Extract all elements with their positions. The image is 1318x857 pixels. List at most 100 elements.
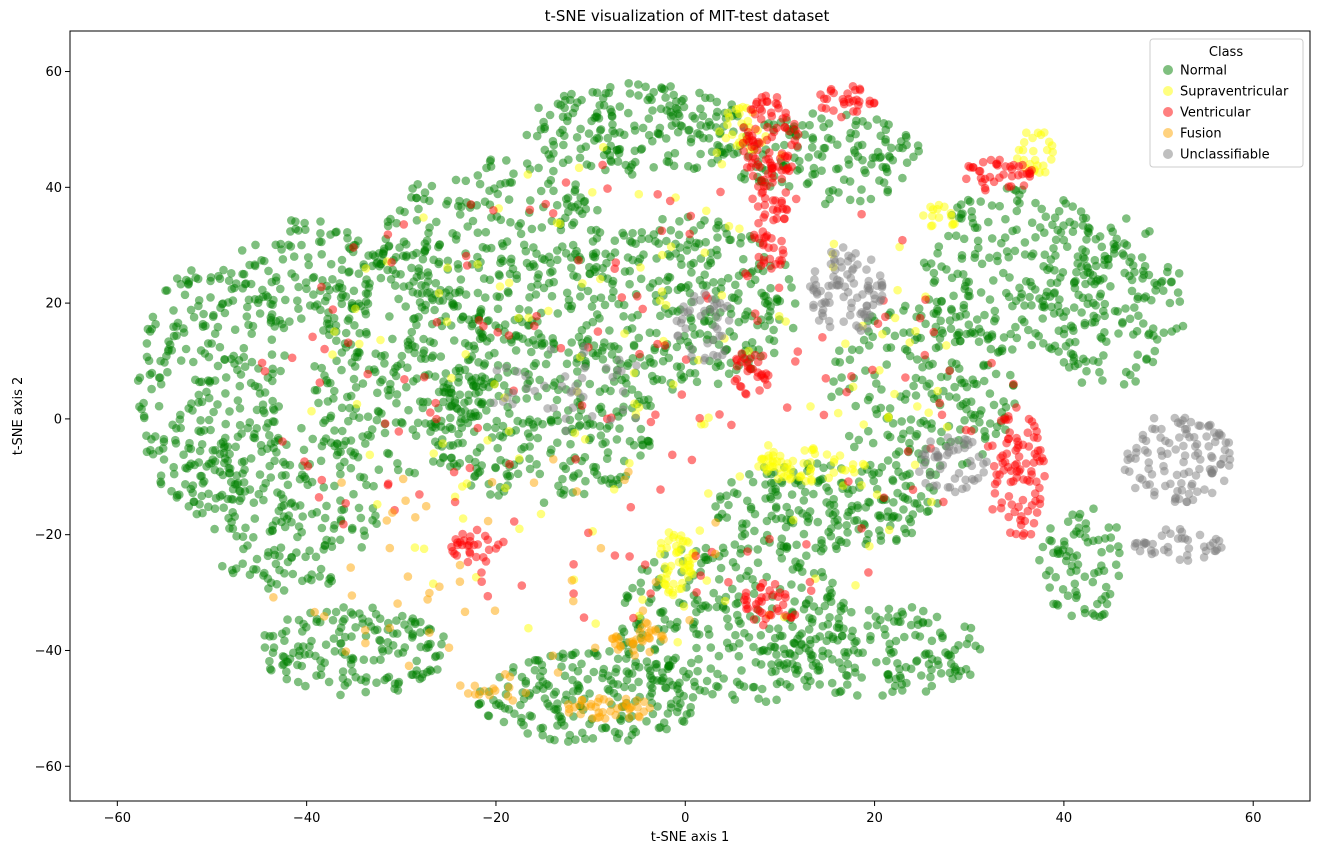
data-point xyxy=(558,125,567,135)
data-point xyxy=(574,255,583,265)
data-point xyxy=(711,518,720,527)
data-point xyxy=(414,204,423,214)
data-point xyxy=(504,426,514,436)
data-point xyxy=(195,446,205,456)
data-point xyxy=(977,259,987,269)
data-point xyxy=(553,309,563,318)
data-point xyxy=(1161,481,1170,491)
data-point xyxy=(407,327,417,337)
data-point xyxy=(1059,235,1069,245)
data-point xyxy=(493,327,503,337)
data-point xyxy=(1115,548,1124,558)
data-point xyxy=(1085,224,1094,233)
data-point xyxy=(404,405,413,415)
data-point xyxy=(597,724,607,733)
data-point xyxy=(857,673,866,682)
data-point xyxy=(912,429,922,439)
data-point xyxy=(1120,239,1129,248)
data-point xyxy=(822,483,831,492)
data-point xyxy=(780,122,790,132)
data-point xyxy=(712,681,721,691)
data-point xyxy=(764,154,773,164)
data-point xyxy=(661,300,671,310)
data-point xyxy=(1081,213,1091,223)
data-point xyxy=(338,667,348,676)
data-point xyxy=(1076,207,1086,216)
data-point xyxy=(532,131,542,141)
data-point xyxy=(625,458,634,468)
data-point xyxy=(220,441,229,451)
data-point xyxy=(278,494,288,504)
data-point xyxy=(415,490,424,499)
data-point xyxy=(1166,277,1176,287)
data-point xyxy=(744,566,753,576)
data-point xyxy=(785,475,795,484)
data-point xyxy=(1045,566,1054,575)
data-point xyxy=(665,273,675,282)
data-point xyxy=(872,115,882,124)
data-point xyxy=(649,376,658,386)
data-point xyxy=(819,463,828,473)
data-point xyxy=(674,230,684,240)
data-point xyxy=(595,387,605,397)
data-point xyxy=(721,133,731,143)
data-point xyxy=(978,157,988,167)
data-point xyxy=(648,106,657,115)
data-point xyxy=(633,390,643,400)
data-point xyxy=(852,107,862,116)
data-point xyxy=(228,296,238,305)
data-point xyxy=(331,607,341,617)
data-point xyxy=(753,145,762,155)
data-point xyxy=(867,160,876,169)
data-point xyxy=(576,292,585,301)
data-point xyxy=(545,701,554,711)
data-point xyxy=(742,163,752,172)
data-point xyxy=(681,324,690,333)
data-point xyxy=(251,240,260,250)
data-point xyxy=(625,266,634,276)
data-point xyxy=(952,393,961,402)
data-point xyxy=(595,421,605,431)
data-point xyxy=(1026,529,1036,539)
data-point xyxy=(317,441,327,451)
data-point xyxy=(341,647,351,656)
data-point xyxy=(989,400,999,410)
data-point xyxy=(740,529,750,539)
data-point xyxy=(1106,533,1116,542)
data-point xyxy=(455,210,465,219)
data-point xyxy=(496,455,505,465)
data-point xyxy=(869,476,878,486)
data-point xyxy=(423,595,432,604)
data-point xyxy=(999,268,1008,278)
data-point xyxy=(671,249,681,258)
data-point xyxy=(792,540,801,550)
data-point xyxy=(749,682,759,692)
data-point xyxy=(665,101,674,110)
data-point xyxy=(829,272,838,282)
data-point xyxy=(642,657,652,666)
data-point xyxy=(731,280,740,290)
data-point xyxy=(300,457,309,466)
data-point xyxy=(341,292,351,301)
data-point xyxy=(221,419,230,429)
data-point xyxy=(827,392,836,402)
data-point xyxy=(1150,278,1159,288)
data-point xyxy=(569,218,579,227)
data-point xyxy=(477,568,486,577)
data-point xyxy=(795,156,804,166)
data-point xyxy=(671,548,681,558)
data-point xyxy=(656,311,665,321)
data-point xyxy=(692,629,701,639)
data-point xyxy=(866,194,876,204)
data-point xyxy=(529,478,539,488)
data-point xyxy=(1152,335,1162,344)
data-point xyxy=(1022,128,1031,137)
data-point xyxy=(569,560,578,569)
data-point xyxy=(204,415,214,425)
data-point xyxy=(767,132,777,142)
data-point xyxy=(194,426,203,436)
data-point xyxy=(346,659,356,669)
data-point xyxy=(281,295,290,305)
data-point xyxy=(734,616,744,626)
data-point xyxy=(1045,292,1055,301)
